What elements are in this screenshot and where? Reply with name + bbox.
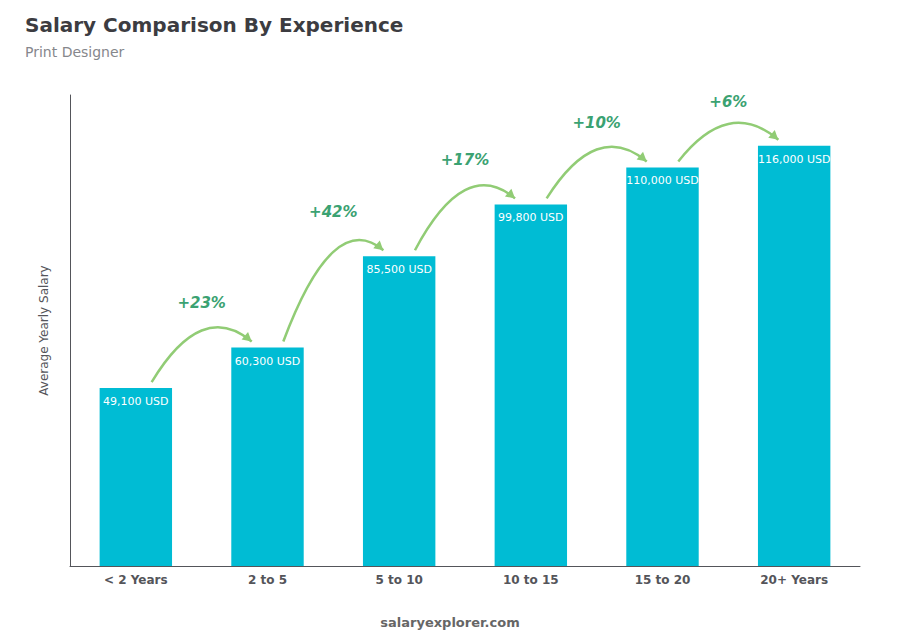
svg-text:60,300 USD: 60,300 USD <box>235 355 301 368</box>
svg-text:110,000 USD: 110,000 USD <box>626 174 699 187</box>
svg-text:+42%: +42% <box>309 203 357 221</box>
svg-text:2 to 5: 2 to 5 <box>248 573 287 587</box>
svg-text:116,000 USD: 116,000 USD <box>758 153 831 166</box>
svg-text:99,800 USD: 99,800 USD <box>498 211 564 224</box>
svg-text:Average Yearly Salary: Average Yearly Salary <box>37 265 51 395</box>
svg-text:15 to 20: 15 to 20 <box>635 573 691 587</box>
svg-text:Print Designer: Print Designer <box>25 44 125 60</box>
svg-text:salaryexplorer.com: salaryexplorer.com <box>380 615 519 630</box>
svg-text:85,500 USD: 85,500 USD <box>366 263 432 276</box>
svg-text:+17%: +17% <box>441 151 489 169</box>
svg-text:20+ Years: 20+ Years <box>760 573 828 587</box>
svg-text:+23%: +23% <box>177 294 225 312</box>
svg-text:5 to 10: 5 to 10 <box>375 573 422 587</box>
svg-text:10 to 15: 10 to 15 <box>503 573 559 587</box>
svg-text:< 2 Years: < 2 Years <box>104 573 168 587</box>
svg-text:49,100 USD: 49,100 USD <box>103 395 169 408</box>
svg-text:+10%: +10% <box>572 114 620 132</box>
svg-text:+6%: +6% <box>709 93 747 111</box>
svg-text:Salary Comparison By Experienc: Salary Comparison By Experience <box>25 13 403 37</box>
